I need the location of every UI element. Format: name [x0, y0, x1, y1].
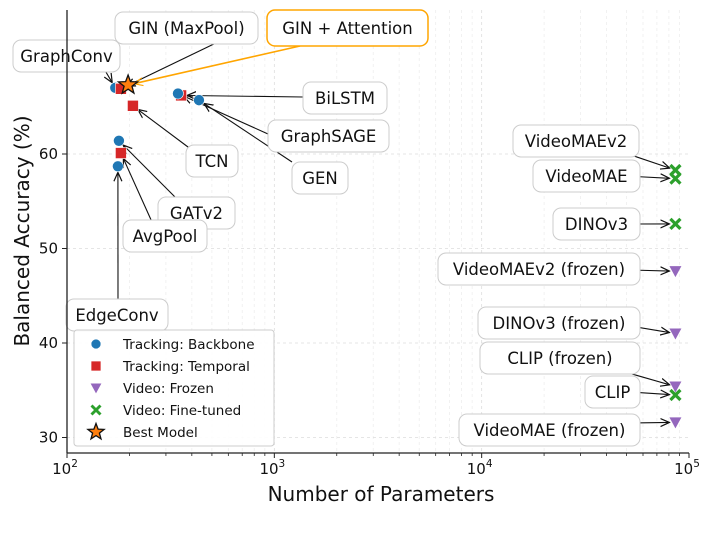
label-box: [479, 341, 641, 375]
point-label: GIN (MaxPool): [114, 11, 259, 45]
triangle-down-marker: [669, 328, 682, 340]
point-label: CLIP: [584, 375, 641, 409]
label-box: [122, 219, 208, 253]
label-text: CLIP (frozen): [507, 349, 612, 368]
point-label: TCN: [185, 144, 239, 178]
label-text: VideoMAE (frozen): [474, 421, 626, 440]
triangle-down-marker: [669, 417, 682, 429]
label-box: [291, 161, 349, 195]
circle-marker: [112, 160, 124, 173]
point-label: AvgPool: [122, 219, 208, 253]
circle-marker: [193, 94, 205, 106]
point-label: VideoMAEv2: [512, 124, 640, 158]
legend-label: Tracking: Temporal: [122, 359, 250, 375]
label-box: [477, 306, 641, 340]
y-tick-label: 50: [39, 240, 58, 258]
x-axis-label: Number of Parameters: [268, 482, 495, 506]
label-text: EdgeConv: [75, 306, 159, 325]
legend: Tracking: Backbone Tracking: Temporal Vide…: [73, 329, 275, 447]
label-box: [114, 11, 259, 45]
annotation-arrow: [123, 159, 153, 223]
label-box: [266, 9, 429, 47]
point-label: BiLSTM: [302, 81, 388, 115]
point-label: VideoMAE (frozen): [458, 413, 641, 447]
triangle-down-marker: [90, 383, 102, 394]
point-label: DINOv3: [552, 207, 641, 241]
x-marker: [669, 217, 682, 231]
y-tick-label: 40: [39, 334, 58, 352]
circle-marker: [172, 87, 184, 100]
label-box: [302, 81, 388, 115]
axes: 30 40 50 60 102 103 104 105: [39, 10, 700, 478]
triangle-down-marker: [669, 266, 682, 278]
annotation-arrow: [138, 109, 193, 151]
label-text: VideoMAE: [545, 167, 627, 186]
legend-item: Video: Frozen: [90, 381, 214, 397]
circle-marker: [113, 134, 125, 147]
legend-item: Best Model: [86, 421, 198, 441]
point-label: GIN + Attention: [266, 9, 429, 47]
y-axis-label: Balanced Accuracy (%): [10, 115, 34, 346]
label-box: [437, 252, 641, 286]
point-label: VideoMAEv2 (frozen): [437, 252, 641, 286]
legend-frame: [73, 329, 275, 447]
label-box: [458, 413, 641, 447]
y-tick-label: 60: [39, 145, 58, 163]
point-label: EdgeConv: [65, 298, 169, 332]
label-text: TCN: [195, 152, 229, 171]
x-marker: [669, 172, 682, 185]
square-marker: [115, 147, 127, 159]
legend-item: Tracking: Temporal: [90, 359, 250, 375]
point-label: GraphSAGE: [267, 119, 390, 153]
x-tick-label: 103: [259, 458, 285, 478]
annotation-arrow: [123, 145, 179, 201]
legend-label: Video: Frozen: [123, 381, 214, 397]
label-text: GATv2: [170, 204, 223, 223]
star-marker: [86, 421, 106, 441]
label-box: [552, 207, 641, 241]
square-marker: [90, 360, 102, 372]
star-marker: [116, 73, 140, 95]
annotation-arrow: [187, 95, 304, 97]
x-tick-label: 105: [674, 458, 700, 478]
legend-label: Best Model: [123, 425, 198, 441]
label-text: GIN + Attention: [282, 19, 412, 38]
legend-label: Tracking: Backbone: [122, 337, 255, 353]
label-box: [267, 119, 390, 153]
label-text: VideoMAEv2 (frozen): [453, 260, 625, 279]
point-label: GEN: [291, 161, 349, 195]
x-tick-label: 102: [52, 458, 78, 478]
label-text: BiLSTM: [315, 89, 375, 108]
x-marker: [669, 388, 682, 402]
point-label: DINOv3 (frozen): [477, 306, 641, 340]
y-tick-label: 30: [39, 429, 58, 447]
label-text: AvgPool: [133, 227, 198, 246]
legend-item: Tracking: Backbone: [90, 337, 255, 353]
label-text: GIN (MaxPool): [128, 19, 244, 38]
label-text: GEN: [302, 169, 338, 188]
label-box: [185, 144, 239, 178]
triangle-down-marker: [669, 381, 682, 393]
point-label: VideoMAE: [532, 159, 641, 193]
label-text: DINOv3 (frozen): [493, 314, 626, 333]
annotation-arrow: [134, 45, 301, 84]
annotation-arrow: [126, 41, 219, 86]
label-box: [584, 375, 641, 409]
square-marker: [127, 100, 139, 112]
label-box: [512, 124, 640, 158]
label-text: CLIP: [595, 383, 631, 402]
label-text: GraphSAGE: [281, 127, 377, 146]
label-text: VideoMAEv2: [525, 132, 627, 151]
x-tick-label: 104: [467, 458, 493, 478]
circle-marker: [90, 338, 102, 350]
x-marker: [90, 404, 102, 416]
data-points: [109, 73, 682, 429]
label-text: DINOv3: [565, 215, 628, 234]
legend-item: Video: Fine-tuned: [90, 403, 241, 419]
point-label: CLIP (frozen): [479, 341, 641, 375]
label-box: [532, 159, 641, 193]
legend-label: Video: Fine-tuned: [123, 403, 241, 419]
